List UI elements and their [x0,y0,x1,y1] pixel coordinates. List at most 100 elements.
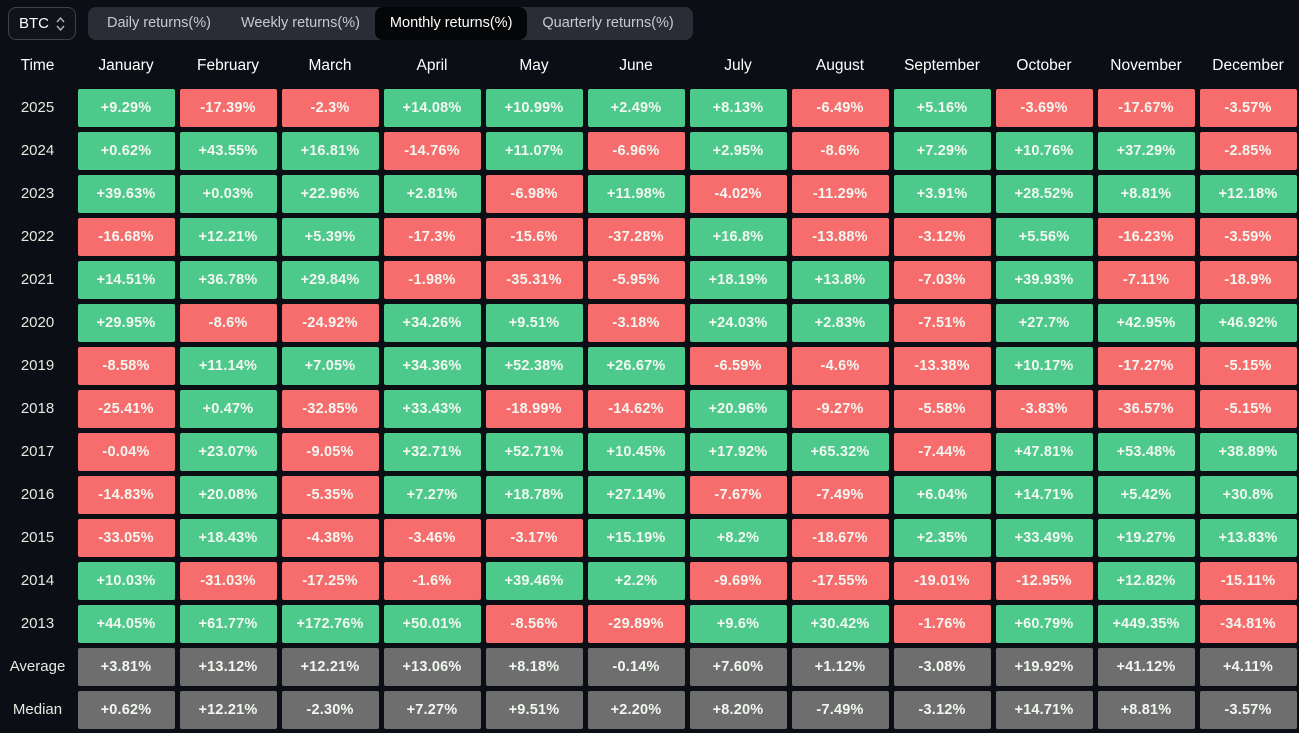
time-header: Time [20,56,55,74]
return-cell: +0.03% [179,174,277,213]
return-cell: -6.96% [587,131,685,170]
row-label: 2022 [20,228,55,245]
return-cell: -7.44% [893,432,991,471]
return-cell: -2.3% [281,88,379,127]
return-cell: +8.81% [1097,174,1195,213]
return-cell: +34.26% [383,303,481,342]
row-label: 2017 [20,443,55,460]
return-cell: +15.19% [587,518,685,557]
month-header-december: December [1212,56,1284,74]
return-cell: +20.96% [689,389,787,428]
return-cell: +26.67% [587,346,685,385]
return-cell: -7.49% [791,690,889,729]
return-cell: -16.68% [77,217,175,256]
month-header-september: September [904,56,980,74]
return-cell: +52.71% [485,432,583,471]
return-cell: -1.76% [893,604,991,643]
month-header-april: April [416,56,448,74]
return-cell: +13.83% [1199,518,1297,557]
return-cell: +2.81% [383,174,481,213]
return-cell: -8.56% [485,604,583,643]
return-cell: -3.69% [995,88,1093,127]
return-cell: +27.7% [995,303,1093,342]
return-cell: +2.95% [689,131,787,170]
return-cell: +61.77% [179,604,277,643]
return-cell: +14.71% [995,690,1093,729]
table-row-2016: 2016 -14.83% +20.08% -5.35% +7.27% +18.78% +27… [0,473,1299,516]
return-cell: +20.08% [179,475,277,514]
return-cell: +27.14% [587,475,685,514]
return-cell: -6.59% [689,346,787,385]
tab-quarterly[interactable]: Quarterly returns(%) [527,7,688,40]
return-cell: +33.43% [383,389,481,428]
return-cell: -7.11% [1097,260,1195,299]
return-cell: +42.95% [1097,303,1195,342]
return-cell: +5.39% [281,217,379,256]
month-header-january: January [98,56,154,74]
return-cell: -7.49% [791,475,889,514]
return-cell: -12.95% [995,561,1093,600]
return-cell: +39.46% [485,561,583,600]
row-label: 2025 [20,99,55,116]
row-label: Median [12,701,63,718]
return-cell: -17.3% [383,217,481,256]
return-cell: -14.83% [77,475,175,514]
return-cell: +33.49% [995,518,1093,557]
table-row-2025: 2025 +9.29% -17.39% -2.3% +14.08% +10.99% +2.4… [0,86,1299,129]
return-cell: +2.49% [587,88,685,127]
table-row-2022: 2022 -16.68% +12.21% +5.39% -17.3% -15.6% -37.… [0,215,1299,258]
return-cell: +8.13% [689,88,787,127]
return-cell: -17.39% [179,88,277,127]
toolbar: BTC Daily returns(%) Weekly returns(%) Mon… [0,0,1299,45]
table-row-2023: 2023 +39.63% +0.03% +22.96% +2.81% -6.98% +11.… [0,172,1299,215]
return-cell: +39.93% [995,260,1093,299]
return-cell: +18.19% [689,260,787,299]
row-label: 2024 [20,142,55,159]
return-cell: +52.38% [485,346,583,385]
updown-chevron-icon [56,16,65,31]
return-cell: -24.92% [281,303,379,342]
month-header-june: June [619,56,653,74]
return-cell: +7.27% [383,690,481,729]
return-cell: -36.57% [1097,389,1195,428]
return-cell: +11.98% [587,174,685,213]
month-header-november: November [1110,56,1182,74]
return-cell: +50.01% [383,604,481,643]
tab-monthly[interactable]: Monthly returns(%) [374,7,528,40]
return-cell: +8.20% [689,690,787,729]
symbol-selector-button[interactable]: BTC [8,7,76,40]
return-cell: +9.51% [485,303,583,342]
return-cell: -35.31% [485,260,583,299]
tab-daily[interactable]: Daily returns(%) [92,7,226,40]
row-label: 2014 [20,572,55,589]
return-cell: +8.81% [1097,690,1195,729]
return-cell: -25.41% [77,389,175,428]
return-cell: -37.28% [587,217,685,256]
return-cell: +9.6% [689,604,787,643]
tab-weekly[interactable]: Weekly returns(%) [226,7,375,40]
month-header-july: July [724,56,752,74]
return-cell: +65.32% [791,432,889,471]
return-cell: -33.05% [77,518,175,557]
return-cell: +4.11% [1199,647,1297,686]
return-cell: -3.57% [1199,690,1297,729]
return-cell: -4.6% [791,346,889,385]
return-cell: +39.63% [77,174,175,213]
return-cell: -14.76% [383,131,481,170]
return-cell: +19.27% [1097,518,1195,557]
return-cell: +8.18% [485,647,583,686]
return-cell: +3.81% [77,647,175,686]
return-cell: +32.71% [383,432,481,471]
symbol-label: BTC [19,15,49,32]
return-cell: -4.38% [281,518,379,557]
return-cell: -16.23% [1097,217,1195,256]
row-label: 2021 [20,271,55,288]
return-cell: +14.71% [995,475,1093,514]
return-cell: -11.29% [791,174,889,213]
return-cell: -5.35% [281,475,379,514]
return-cell: -17.25% [281,561,379,600]
return-cell: +23.07% [179,432,277,471]
return-cell: +36.78% [179,260,277,299]
table-row-2017: 2017 -0.04% +23.07% -9.05% +32.71% +52.71% +10… [0,430,1299,473]
return-cell: +7.60% [689,647,787,686]
